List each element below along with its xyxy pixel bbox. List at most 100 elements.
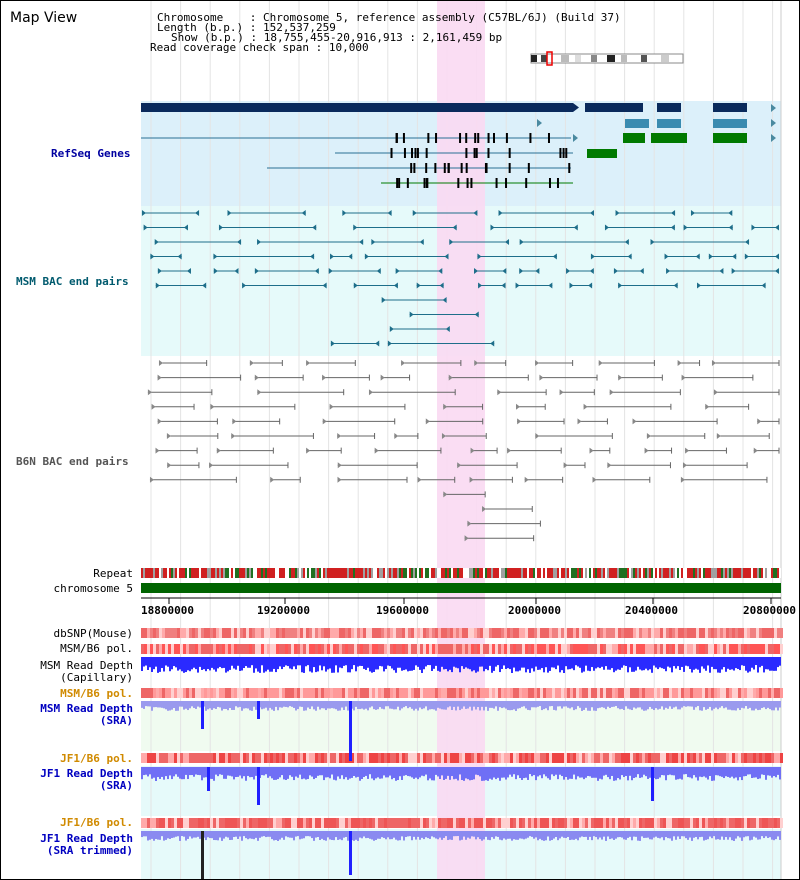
pol-heat	[216, 644, 219, 654]
pol-heat	[153, 644, 156, 654]
dbsnp-heat	[417, 628, 420, 638]
repeat-segment	[289, 568, 291, 578]
msm-sra-depth	[721, 701, 723, 707]
pol-heat	[528, 753, 531, 763]
jf1-sra-depth	[501, 767, 503, 778]
msm-capillary-depth	[543, 657, 545, 673]
jf1-sra-depth	[641, 767, 643, 778]
msm-sra-depth	[503, 701, 505, 708]
msm-sra-depth	[279, 701, 281, 708]
bac-end-marker	[322, 282, 327, 289]
bac-end-marker	[467, 520, 472, 527]
repeat-segment	[151, 568, 153, 578]
msm-capillary-depth	[435, 657, 437, 666]
pol-heat	[177, 688, 180, 698]
pol-heat	[651, 818, 654, 828]
msm-sra-depth	[449, 701, 451, 707]
jf1-trim-depth	[685, 831, 687, 839]
jf1-trim-depth	[501, 831, 503, 841]
msm-sra-depth	[663, 701, 665, 710]
bac-end-marker	[751, 224, 756, 231]
jf1-trim-depth	[271, 831, 273, 840]
pol-heat	[171, 688, 174, 698]
jf1-sra-depth	[729, 767, 731, 778]
bac-end-marker	[387, 340, 392, 347]
jf1-trim-depth	[701, 831, 703, 837]
repeat-segment	[263, 568, 265, 578]
pol-heat	[720, 644, 723, 654]
jf1-trim-depth	[335, 831, 337, 838]
pol-heat	[237, 753, 240, 763]
pol-heat	[564, 644, 567, 654]
bac-end-marker	[254, 268, 259, 274]
pol-heat	[621, 753, 624, 763]
jf1-trim-depth	[703, 831, 705, 841]
msm-capillary-depth	[211, 657, 213, 668]
jf1-trim-depth	[463, 831, 465, 837]
bac-end-marker	[490, 224, 495, 231]
jf1-trim-depth	[735, 831, 737, 839]
jf1-trim-depth	[221, 831, 223, 841]
bac-end-marker	[306, 447, 311, 454]
msm-sra-depth	[183, 701, 185, 710]
bac-end-marker	[368, 389, 373, 396]
pol-heat	[780, 644, 783, 654]
repeat-segment	[549, 568, 551, 578]
pol-heat	[186, 688, 189, 698]
pol-heat	[240, 644, 243, 654]
msm-sra-depth	[319, 701, 321, 710]
bac-end-marker	[473, 210, 478, 216]
repeat-segment	[481, 568, 483, 578]
bac-end-marker	[328, 268, 333, 274]
pol-heat	[198, 644, 201, 654]
bac-end-marker	[380, 374, 385, 381]
msm-sra-depth	[493, 701, 495, 709]
pol-heat	[255, 818, 258, 828]
pol-heat	[678, 644, 681, 654]
pol-heat	[366, 753, 369, 763]
msm-capillary-depth	[657, 657, 659, 670]
msm-capillary-depth	[485, 657, 487, 670]
jf1-trim-depth	[189, 831, 191, 837]
msm-capillary-depth	[763, 657, 765, 673]
jf1-sra-depth	[403, 767, 405, 776]
pol-heat	[480, 644, 483, 654]
pol-heat	[609, 818, 612, 828]
jf1-trim-depth	[649, 831, 651, 840]
gene-model	[713, 133, 747, 143]
jf1-trim-depth	[469, 831, 471, 839]
dbsnp-heat	[339, 628, 342, 638]
repeat-segment	[747, 568, 749, 578]
jf1-sra-depth	[185, 767, 187, 775]
jf1-trim-depth	[727, 831, 729, 840]
jf1-trim-depth	[559, 831, 561, 839]
jf1-sra-depth	[471, 767, 473, 780]
repeat-segment	[389, 568, 391, 578]
pol-heat	[759, 688, 762, 698]
msm-capillary-depth	[317, 657, 319, 672]
dbsnp-heat	[168, 628, 171, 638]
jf1-trim-depth	[751, 831, 753, 840]
pol-heat	[666, 818, 669, 828]
repeat-segment	[475, 568, 477, 578]
dbsnp-heat	[708, 628, 711, 638]
pol-heat	[663, 644, 666, 654]
bac-end-marker	[502, 268, 507, 274]
msm-sra-depth	[181, 701, 183, 707]
jf1-trim-depth	[651, 831, 653, 840]
msm-sra-depth	[301, 701, 303, 707]
pol-heat	[741, 644, 744, 654]
pol-heat	[309, 818, 312, 828]
msm-capillary-depth	[677, 657, 679, 667]
pol-heat	[729, 818, 732, 828]
msm-sra-depth	[481, 701, 483, 707]
dbsnp-heat	[345, 628, 348, 638]
pol-heat	[252, 644, 255, 654]
jf1-sra-depth	[427, 767, 429, 781]
pol-heat	[330, 753, 333, 763]
msm-capillary-depth	[767, 657, 769, 670]
pol-heat	[276, 688, 279, 698]
repeat-segment	[673, 568, 675, 578]
pol-heat	[435, 644, 438, 654]
